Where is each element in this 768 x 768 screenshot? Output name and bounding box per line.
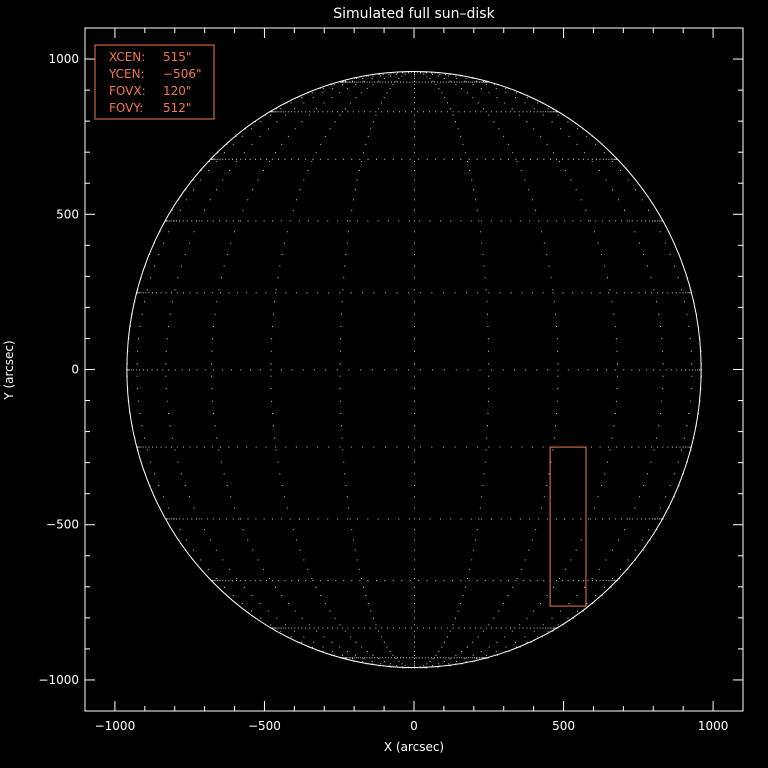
legend-xcen-label: XCEN:	[109, 50, 145, 64]
legend-xcen-value: 515"	[163, 50, 191, 64]
chart-title: Simulated full sun–disk	[333, 6, 495, 22]
fov-box	[549, 446, 587, 607]
y-tick-label: 500	[56, 207, 79, 221]
x-axis-title: X (arcsec)	[384, 740, 444, 754]
legend-ycen-label: YCEN:	[108, 67, 145, 81]
y-tick-label: 1000	[48, 52, 79, 66]
y-tick-label: −500	[46, 518, 79, 532]
x-tick-label: 500	[552, 719, 575, 733]
fov-legend: XCEN: 515" YCEN: −506" FOVX: 120" FOVY: …	[94, 44, 215, 120]
x-tick-label: 1000	[698, 719, 729, 733]
x-tick-label: −1000	[95, 719, 136, 733]
legend-fovy-label: FOVY:	[109, 101, 143, 115]
y-axis-title: Y (arcsec)	[2, 340, 16, 400]
x-tick-label: 0	[410, 719, 418, 733]
legend-fovx-label: FOVX:	[109, 84, 146, 98]
limb	[126, 70, 702, 669]
legend-frame	[94, 44, 215, 120]
legend-fovx-value: 120"	[163, 84, 191, 98]
ticks	[84, 27, 744, 712]
solar-limb	[126, 70, 702, 669]
y-tick-label: −1000	[38, 673, 79, 687]
legend-fovy-value: 512"	[163, 101, 191, 115]
y-tick-label: 0	[71, 363, 79, 377]
legend-ycen-value: −506"	[163, 67, 201, 81]
x-tick-label: −500	[248, 719, 281, 733]
tick-labels: −1000 −500 0 500 1000 −1000 −500 0 500 1000	[38, 52, 728, 733]
